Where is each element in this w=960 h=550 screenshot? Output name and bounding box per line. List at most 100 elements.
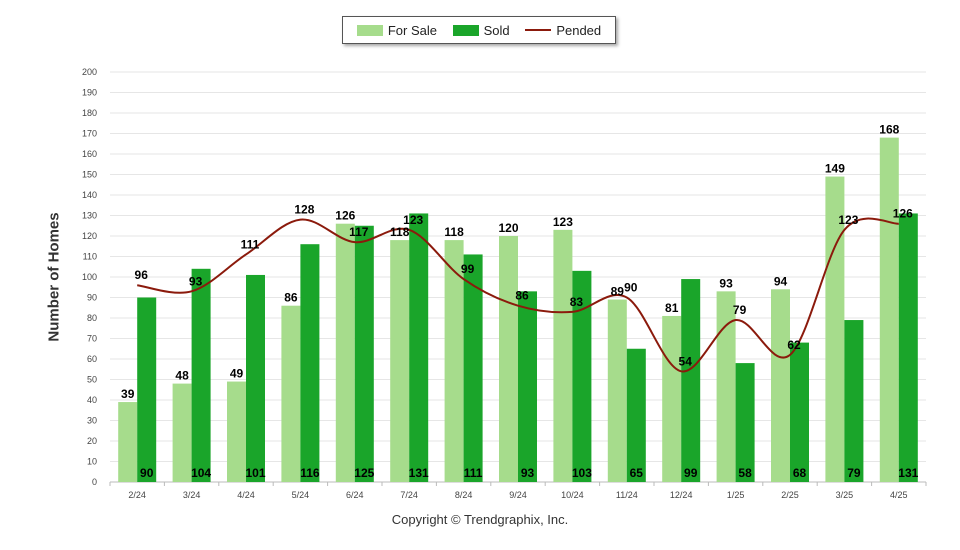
y-tick-label: 200	[82, 67, 97, 77]
data-label-sold: 68	[793, 466, 807, 480]
bar-for-sale	[118, 402, 138, 482]
x-tick-label: 12/24	[670, 490, 693, 500]
legend-label-pended: Pended	[556, 22, 602, 38]
x-tick-label: 11/24	[616, 490, 638, 500]
data-label-for-sale: 120	[498, 221, 518, 235]
data-label-sold: 93	[521, 466, 535, 480]
bar-for-sale	[662, 315, 682, 482]
y-tick-label: 0	[92, 477, 97, 487]
legend-swatch-pended	[525, 29, 552, 31]
data-label-for-sale: 93	[719, 276, 733, 290]
bar-sold	[844, 320, 864, 482]
legend-label-for-sale: For Sale	[387, 22, 437, 38]
bar-for-sale	[281, 305, 301, 482]
x-tick-label: 10/24	[561, 490, 584, 500]
data-label-pended: 83	[570, 295, 584, 309]
series-line-pended	[137, 217, 899, 373]
data-label-sold: 79	[847, 466, 861, 480]
x-tick-label: 9/24	[509, 490, 527, 500]
y-tick-label: 110	[83, 252, 97, 262]
bar-for-sale	[879, 137, 899, 482]
data-label-for-sale: 39	[121, 387, 135, 401]
copyright-text: Copyright © Trendgraphix, Inc.	[391, 512, 569, 527]
data-label-sold: 90	[140, 466, 154, 480]
data-label-sold: 104	[191, 466, 211, 480]
data-label-pended: 123	[403, 213, 423, 227]
bar-sold	[518, 291, 537, 482]
data-label-for-sale: 48	[175, 369, 189, 383]
y-tick-label: 180	[82, 108, 97, 118]
y-tick-label: 20	[87, 436, 97, 446]
y-tick-label: 10	[87, 457, 97, 467]
legend-swatch-sold	[452, 24, 479, 36]
y-tick-label: 60	[87, 354, 97, 364]
x-tick-label: 2/25	[781, 490, 799, 500]
chart-legend: For Sale Sold Pended	[342, 16, 616, 44]
y-tick-label: 90	[87, 293, 97, 303]
y-tick-label: 150	[82, 170, 97, 180]
data-label-for-sale: 86	[284, 291, 298, 305]
legend-label-sold: Sold	[483, 22, 510, 38]
y-tick-label: 190	[82, 88, 97, 98]
data-label-pended: 111	[241, 237, 260, 251]
bar-sold	[626, 348, 646, 482]
data-label-sold: 65	[630, 466, 644, 480]
data-label-pended: 96	[135, 268, 149, 282]
data-label-sold: 101	[245, 466, 265, 480]
y-tick-label: 100	[82, 272, 97, 282]
data-label-for-sale: 168	[879, 123, 899, 137]
bar-for-sale	[227, 381, 246, 482]
legend-item-for-sale: For Sale	[356, 22, 437, 38]
y-tick-label: 50	[87, 375, 97, 385]
bar-for-sale	[335, 223, 355, 482]
bar-sold	[300, 244, 320, 482]
data-label-sold: 116	[300, 466, 320, 480]
data-label-pended: 90	[624, 281, 638, 295]
data-label-pended: 123	[838, 213, 858, 227]
data-label-sold: 58	[738, 466, 752, 480]
data-label-sold: 103	[572, 466, 592, 480]
x-tick-label: 3/24	[183, 490, 201, 500]
data-label-pended: 128	[294, 203, 314, 217]
data-label-for-sale: 118	[390, 225, 410, 239]
data-label-pended: 117	[349, 225, 369, 239]
y-tick-label: 30	[87, 416, 97, 426]
bar-sold	[246, 274, 265, 482]
x-tick-label: 2/24	[128, 490, 146, 500]
bar-for-sale	[444, 240, 464, 482]
data-label-pended: 93	[189, 274, 203, 288]
x-tick-label: 3/25	[836, 490, 854, 500]
x-tick-label: 5/24	[292, 490, 310, 500]
bar-for-sale	[172, 383, 192, 482]
legend-item-pended: Pended	[525, 23, 601, 38]
data-label-for-sale: 118	[444, 225, 464, 239]
bar-for-sale	[825, 176, 845, 483]
data-label-sold: 131	[409, 466, 429, 480]
y-tick-label: 40	[87, 395, 97, 405]
legend-item-sold: Sold	[452, 22, 510, 38]
data-label-for-sale: 123	[553, 215, 573, 229]
bar-sold	[137, 297, 157, 482]
bar-sold	[898, 213, 918, 482]
data-label-sold: 111	[464, 466, 483, 480]
data-label-for-sale: 89	[611, 285, 625, 299]
y-tick-label: 170	[82, 129, 97, 139]
data-label-pended: 62	[787, 338, 801, 352]
bar-sold	[681, 279, 701, 482]
y-tick-label: 120	[82, 231, 97, 241]
data-label-for-sale: 126	[335, 209, 355, 223]
data-label-sold: 131	[898, 466, 918, 480]
x-tick-label: 1/25	[727, 490, 745, 500]
data-label-pended: 86	[515, 289, 529, 303]
data-label-for-sale: 49	[230, 367, 244, 381]
data-label-pended: 99	[461, 262, 475, 276]
bar-for-sale	[607, 299, 627, 482]
data-label-for-sale: 81	[665, 301, 679, 315]
data-label-pended: 126	[893, 207, 913, 221]
x-tick-label: 4/24	[237, 490, 255, 500]
x-tick-label: 4/25	[890, 490, 908, 500]
y-tick-label: 130	[82, 211, 97, 221]
data-label-pended: 54	[679, 354, 693, 368]
bar-sold	[735, 363, 755, 482]
